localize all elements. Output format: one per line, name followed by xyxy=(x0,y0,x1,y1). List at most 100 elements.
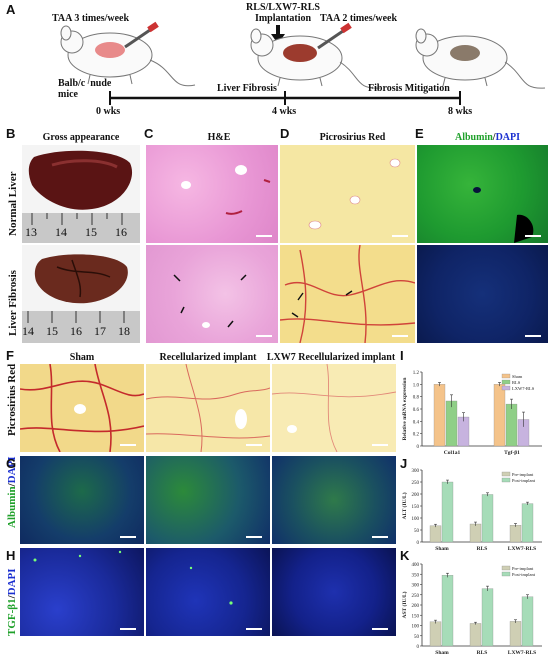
panel-label-b: B xyxy=(6,126,16,141)
header-lxw7: LXW7 Recellularized implant xyxy=(266,352,396,363)
y-tick-label: 100 xyxy=(412,625,420,630)
scale-bar xyxy=(246,628,262,630)
legend-label: Pre-implant xyxy=(512,472,534,477)
tgf-lxw7-image xyxy=(272,548,396,636)
x-tick-label: RLS xyxy=(477,546,488,552)
panel-label-k: K xyxy=(400,548,410,563)
ruler-top-14: 14 xyxy=(55,225,67,239)
legend-label: Post-implant xyxy=(512,478,536,483)
y-axis-label: AST (IU/L) xyxy=(401,591,408,618)
scale-bar xyxy=(372,536,388,538)
y-tick-label: 250 xyxy=(412,594,420,599)
x-tick-label: LXW7-RLS xyxy=(508,650,536,656)
y-axis-label: Relative mRNA expression xyxy=(402,378,408,441)
he-fibrosis-image xyxy=(146,245,278,343)
panel-label-h: H xyxy=(6,548,16,563)
ruler-top-15: 15 xyxy=(85,225,97,239)
y-tick-label: 0.2 xyxy=(413,433,420,438)
t0-label: 0 wks xyxy=(96,106,121,117)
gross-fibrosis-image: 14 15 16 17 18 xyxy=(22,245,140,343)
albumin-rls-image xyxy=(146,456,270,544)
taa-second-label: TAA 2 times/week xyxy=(320,13,398,24)
y-tick-label: 1.2 xyxy=(413,371,420,376)
y-tick-label: 300 xyxy=(412,584,420,589)
legend-swatch xyxy=(501,385,511,391)
y-tick-label: 50 xyxy=(414,635,420,640)
tgf-text: TGF-β1 xyxy=(6,598,18,636)
fibrosis-mitigation-label: Fibrosis Mitigation xyxy=(368,83,450,94)
dapi-text: DAPI xyxy=(6,568,18,596)
taa-first-label: TAA 3 times/week xyxy=(52,13,130,24)
picro-fibrosis-image xyxy=(280,245,415,343)
albumin-fibrosis-image xyxy=(417,245,548,343)
bar xyxy=(429,621,442,647)
y-axis-label: ALT (IU/L) xyxy=(401,492,408,519)
ruler-top-13: 13 xyxy=(25,225,37,239)
chart-k: 0 50 100 150 200 250 300 350 400 AST (IU/L) Sham RL… xyxy=(401,563,542,656)
bar xyxy=(445,400,458,447)
slash-text: / xyxy=(6,483,18,487)
x-tick-label: Sham xyxy=(435,546,449,552)
y-tick-label: 100 xyxy=(412,517,420,522)
y-tick-label: 0.6 xyxy=(413,408,420,413)
y-tick-label: 150 xyxy=(412,614,420,619)
tgf-rls-image xyxy=(146,548,270,636)
x-tick-label: Tgf-β1 xyxy=(504,450,520,456)
picro-sham-image xyxy=(20,364,144,452)
legend-swatch xyxy=(501,571,511,577)
row-label-normal: Normal Liver xyxy=(7,171,19,236)
bar xyxy=(457,416,470,447)
ruler-bottom-17: 17 xyxy=(94,324,106,338)
panel-label-a: A xyxy=(6,2,16,17)
panel-label-i: I xyxy=(400,348,404,363)
header-picro: Picrosirius Red xyxy=(319,132,386,143)
scale-bar xyxy=(246,536,262,538)
chart-i: 0 0.2 0.4 0.6 0.8 1.0 1.2 Relative mRNA express… xyxy=(402,371,542,456)
scale-bar xyxy=(246,444,262,446)
y-tick-label: 0 xyxy=(417,445,420,450)
scale-bar xyxy=(525,335,541,337)
bar xyxy=(441,481,454,543)
header-he: H&E xyxy=(207,132,231,143)
y-tick-label: 1.0 xyxy=(413,383,420,388)
legend-swatch xyxy=(501,379,511,385)
y-tick-label: 0.4 xyxy=(413,420,420,425)
bar xyxy=(521,596,534,647)
scale-bar xyxy=(120,628,136,630)
y-tick-label: 350 xyxy=(412,573,420,578)
mouse-icon-1 xyxy=(60,25,196,87)
y-tick-label: 200 xyxy=(412,604,420,609)
scale-bar xyxy=(372,628,388,630)
ruler-bottom-15: 15 xyxy=(46,324,58,338)
syringe-icon-2 xyxy=(317,22,352,50)
legend-label: LXW7-RLS xyxy=(512,386,535,391)
panel-label-g: G xyxy=(6,456,17,471)
y-tick-label: 150 xyxy=(412,505,420,510)
mice-label: Balb/c nude mice xyxy=(58,78,111,100)
slash-text: / xyxy=(492,132,496,143)
scale-bar xyxy=(120,536,136,538)
bar xyxy=(429,525,442,543)
y-tick-label: 250 xyxy=(412,481,420,486)
legend-swatch xyxy=(501,477,511,483)
row-label-picro: Picrosirius Red xyxy=(6,363,18,436)
t8-label: 8 wks xyxy=(448,106,473,117)
slash-text: / xyxy=(6,595,18,599)
t4-label: 4 wks xyxy=(272,106,297,117)
tgf-sham-image xyxy=(20,548,144,636)
albumin-sham-image xyxy=(20,456,144,544)
y-tick-label: 0 xyxy=(417,645,420,650)
scale-bar xyxy=(372,444,388,446)
row-label-fibrosis: Liver Fibrosis xyxy=(7,270,19,336)
bar xyxy=(481,588,494,647)
he-normal-image xyxy=(146,145,278,243)
bar xyxy=(481,494,494,543)
scale-bar xyxy=(392,235,408,237)
albumin-normal-image xyxy=(417,145,548,243)
panel-label-d: D xyxy=(280,126,290,141)
ruler-top-16: 16 xyxy=(115,225,127,239)
header-recell: Recellularized implant xyxy=(159,352,257,363)
timeline-graphic xyxy=(60,21,546,105)
dapi-text: DAPI xyxy=(495,132,521,143)
legend-swatch xyxy=(501,565,511,571)
